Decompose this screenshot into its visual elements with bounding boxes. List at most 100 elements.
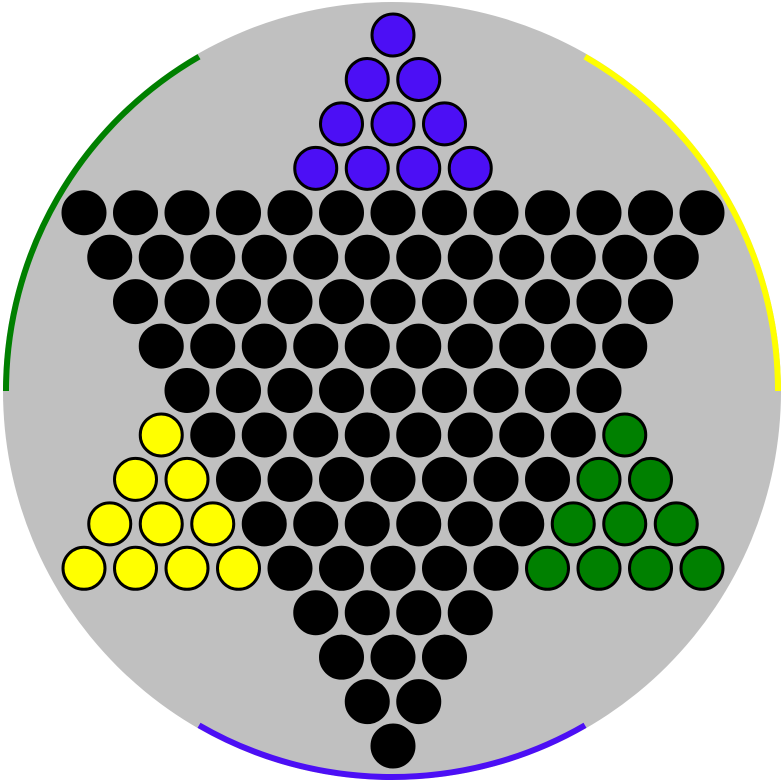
empty-hole[interactable] — [550, 412, 596, 458]
empty-hole[interactable] — [267, 190, 313, 236]
marble[interactable] — [576, 545, 622, 591]
empty-hole[interactable] — [396, 679, 442, 725]
empty-hole[interactable] — [499, 323, 545, 369]
marble[interactable] — [113, 545, 158, 591]
empty-hole[interactable] — [422, 279, 467, 325]
empty-hole[interactable] — [319, 279, 364, 325]
marble[interactable] — [550, 501, 596, 547]
marble[interactable] — [447, 145, 493, 191]
empty-hole[interactable] — [138, 323, 184, 369]
empty-hole[interactable] — [113, 279, 158, 325]
empty-hole[interactable] — [422, 190, 467, 236]
empty-hole[interactable] — [525, 368, 570, 414]
marble[interactable] — [602, 501, 648, 547]
empty-hole[interactable] — [293, 234, 339, 280]
empty-hole[interactable] — [550, 323, 596, 369]
empty-hole[interactable] — [164, 279, 210, 325]
empty-hole[interactable] — [422, 634, 467, 680]
empty-hole[interactable] — [190, 234, 236, 280]
empty-hole[interactable] — [525, 456, 570, 502]
marble[interactable] — [422, 101, 467, 147]
empty-hole[interactable] — [525, 279, 570, 325]
empty-hole[interactable] — [628, 279, 673, 325]
empty-hole[interactable] — [447, 501, 493, 547]
empty-hole[interactable] — [87, 234, 133, 280]
empty-hole[interactable] — [422, 368, 467, 414]
empty-hole[interactable] — [473, 545, 519, 591]
marble[interactable] — [576, 456, 622, 502]
marble[interactable] — [190, 501, 236, 547]
marble[interactable] — [319, 101, 364, 147]
empty-hole[interactable] — [344, 412, 390, 458]
empty-hole[interactable] — [525, 190, 570, 236]
empty-hole[interactable] — [113, 190, 158, 236]
empty-hole[interactable] — [396, 412, 442, 458]
marble[interactable] — [87, 501, 133, 547]
empty-hole[interactable] — [293, 590, 339, 636]
marble[interactable] — [396, 145, 442, 191]
empty-hole[interactable] — [267, 279, 313, 325]
empty-hole[interactable] — [319, 634, 364, 680]
empty-hole[interactable] — [241, 234, 287, 280]
empty-hole[interactable] — [344, 234, 390, 280]
empty-hole[interactable] — [602, 234, 648, 280]
marble[interactable] — [216, 545, 261, 591]
empty-hole[interactable] — [241, 501, 287, 547]
marble[interactable] — [138, 412, 184, 458]
marble[interactable] — [164, 545, 210, 591]
marble[interactable] — [628, 545, 673, 591]
empty-hole[interactable] — [190, 412, 236, 458]
marble[interactable] — [628, 456, 673, 502]
empty-hole[interactable] — [628, 190, 673, 236]
empty-hole[interactable] — [267, 456, 313, 502]
empty-hole[interactable] — [319, 190, 364, 236]
empty-hole[interactable] — [396, 501, 442, 547]
empty-hole[interactable] — [370, 190, 416, 236]
marble[interactable] — [525, 545, 570, 591]
empty-hole[interactable] — [293, 501, 339, 547]
empty-hole[interactable] — [164, 190, 210, 236]
empty-hole[interactable] — [293, 412, 339, 458]
marble[interactable] — [293, 145, 339, 191]
empty-hole[interactable] — [61, 190, 107, 236]
empty-hole[interactable] — [447, 412, 493, 458]
empty-hole[interactable] — [473, 368, 519, 414]
empty-hole[interactable] — [447, 323, 493, 369]
empty-hole[interactable] — [499, 412, 545, 458]
empty-hole[interactable] — [370, 279, 416, 325]
empty-hole[interactable] — [370, 545, 416, 591]
empty-hole[interactable] — [422, 545, 467, 591]
empty-hole[interactable] — [396, 590, 442, 636]
empty-hole[interactable] — [344, 323, 390, 369]
empty-hole[interactable] — [576, 279, 622, 325]
empty-hole[interactable] — [267, 368, 313, 414]
marble[interactable] — [113, 456, 158, 502]
empty-hole[interactable] — [396, 323, 442, 369]
marble[interactable] — [61, 545, 107, 591]
empty-hole[interactable] — [216, 190, 261, 236]
empty-hole[interactable] — [473, 279, 519, 325]
marble[interactable] — [602, 412, 648, 458]
empty-hole[interactable] — [319, 545, 364, 591]
empty-hole[interactable] — [473, 456, 519, 502]
empty-hole[interactable] — [216, 279, 261, 325]
empty-hole[interactable] — [216, 456, 261, 502]
empty-hole[interactable] — [138, 234, 184, 280]
marble[interactable] — [370, 101, 416, 147]
empty-hole[interactable] — [241, 323, 287, 369]
empty-hole[interactable] — [164, 368, 210, 414]
empty-hole[interactable] — [576, 190, 622, 236]
empty-hole[interactable] — [190, 323, 236, 369]
empty-hole[interactable] — [447, 234, 493, 280]
empty-hole[interactable] — [344, 590, 390, 636]
empty-hole[interactable] — [319, 368, 364, 414]
empty-hole[interactable] — [370, 723, 416, 769]
marble[interactable] — [344, 56, 390, 102]
empty-hole[interactable] — [422, 456, 467, 502]
empty-hole[interactable] — [602, 323, 648, 369]
empty-hole[interactable] — [370, 368, 416, 414]
empty-hole[interactable] — [370, 456, 416, 502]
empty-hole[interactable] — [473, 190, 519, 236]
empty-hole[interactable] — [550, 234, 596, 280]
empty-hole[interactable] — [499, 234, 545, 280]
